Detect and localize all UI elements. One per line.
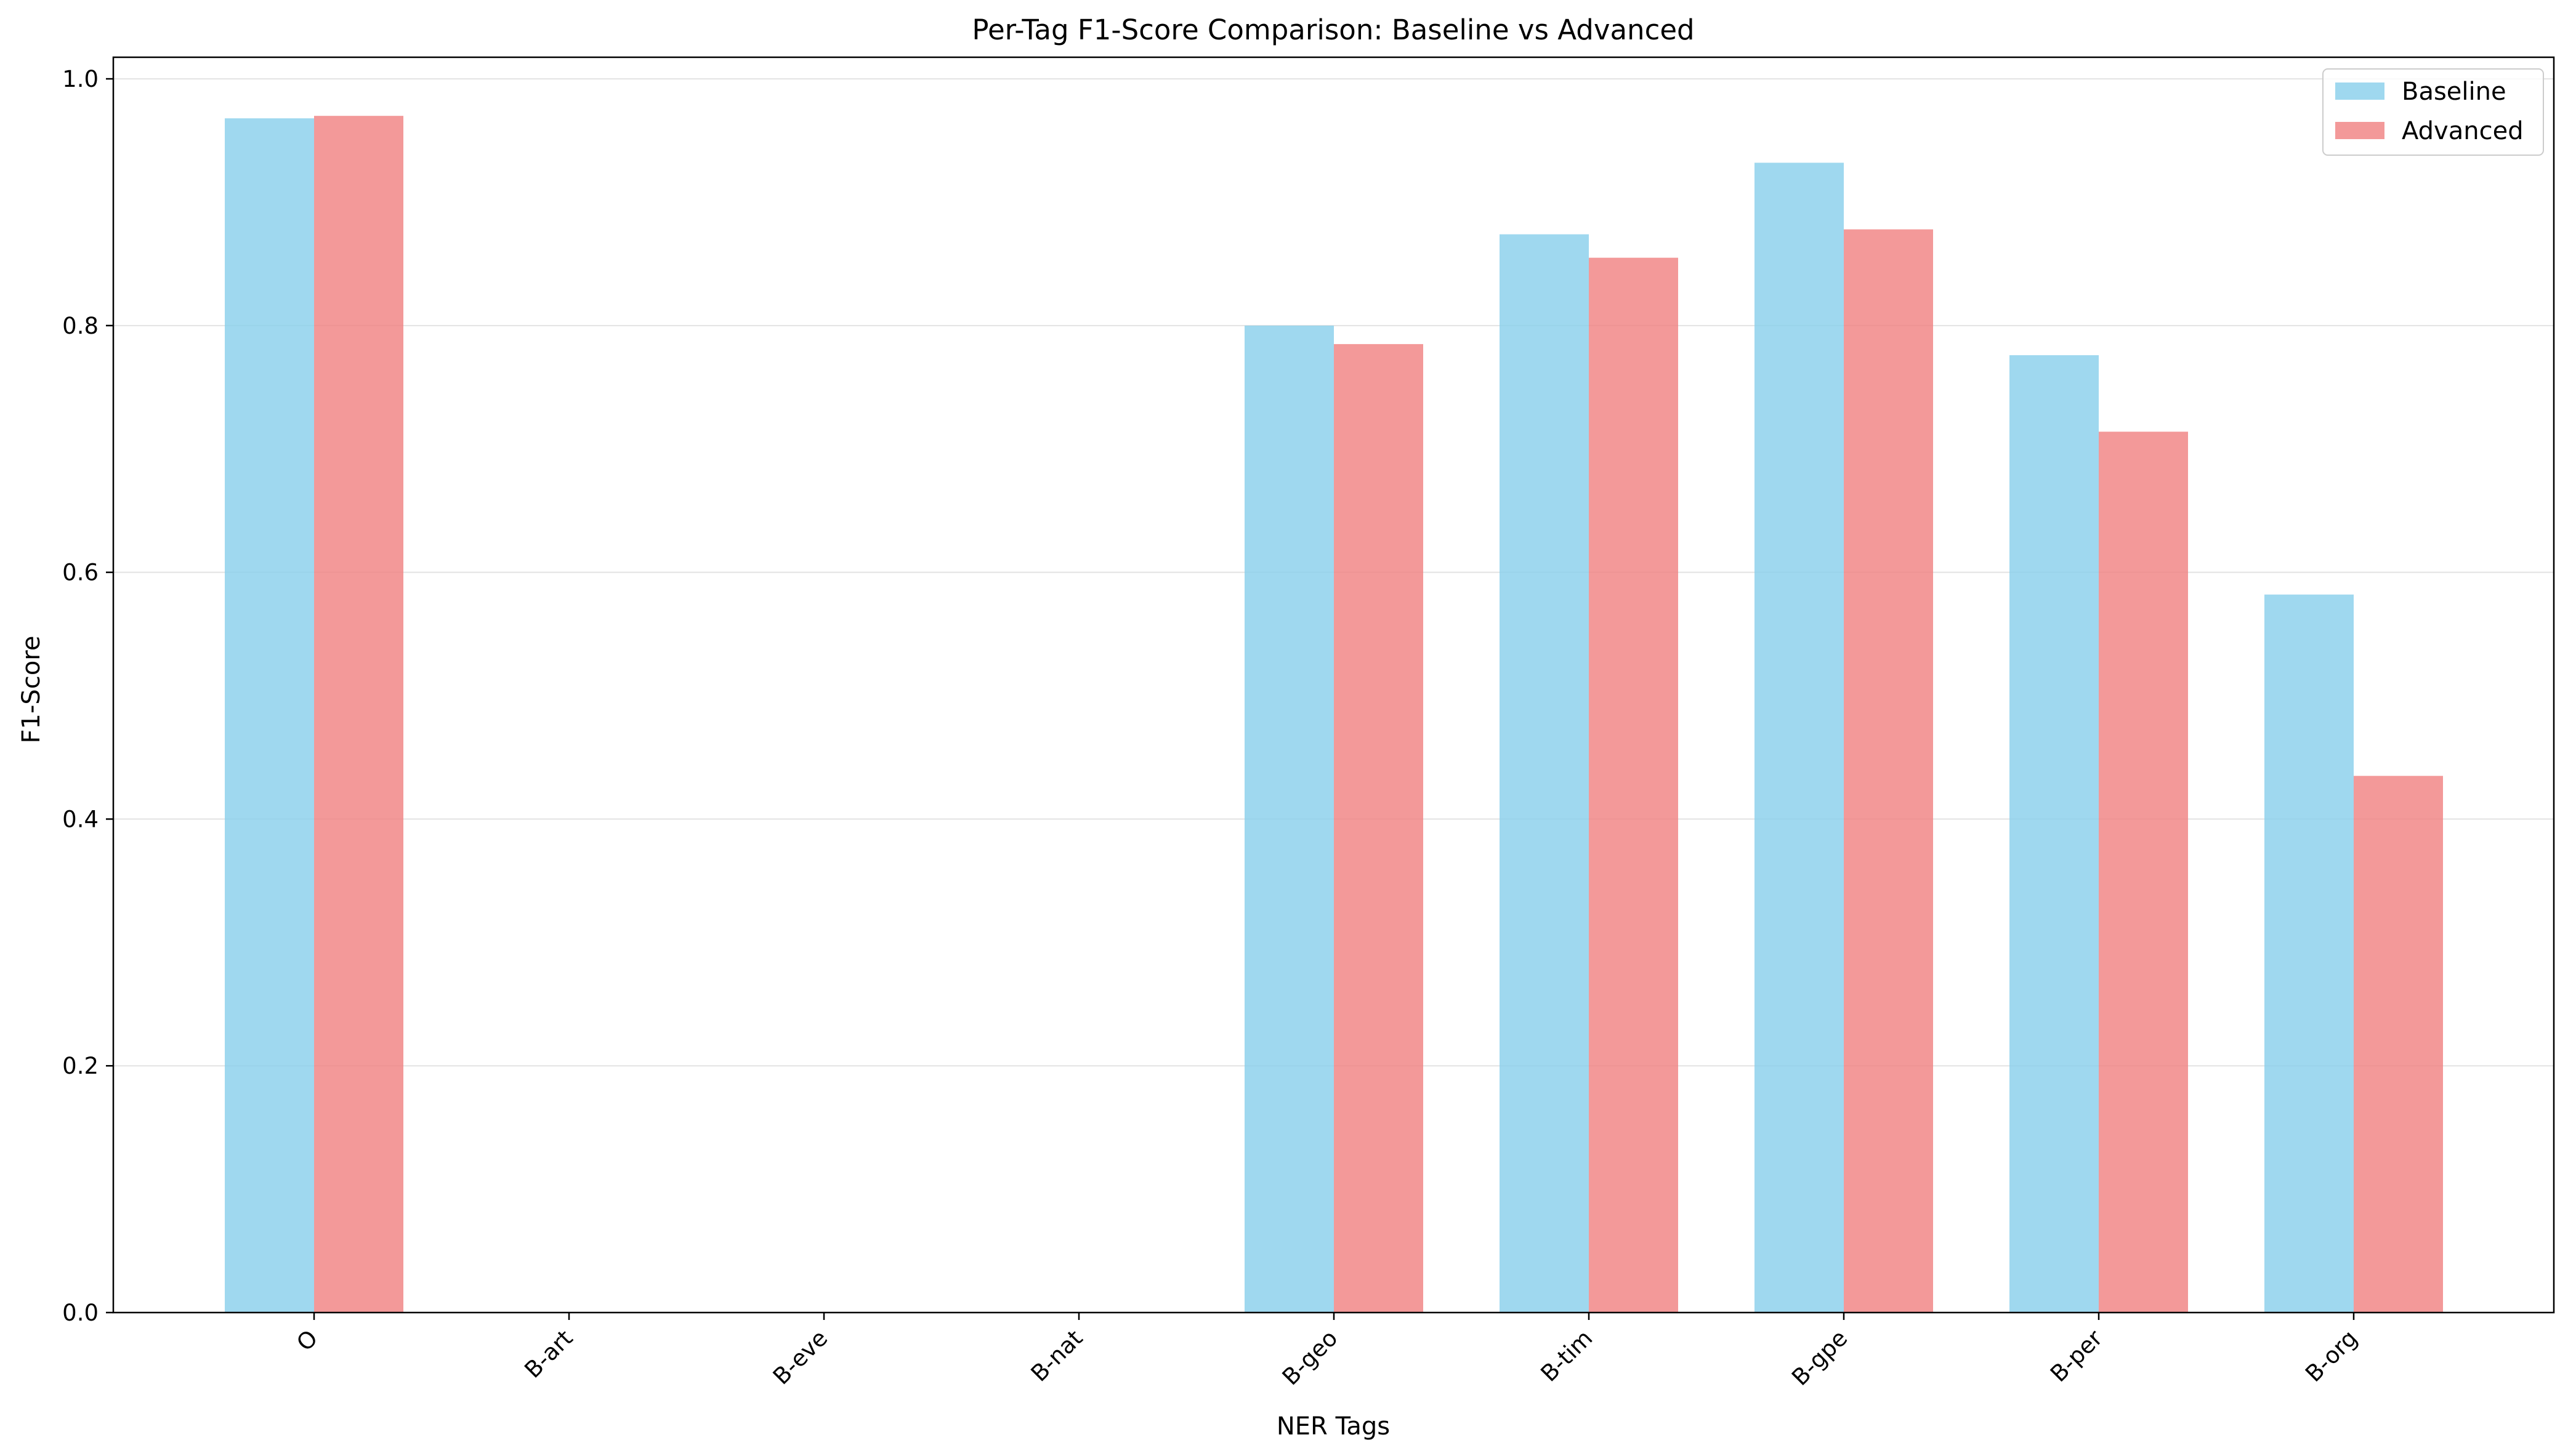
bar-advanced-b-gpe [1844, 229, 1933, 1313]
chart-title: Per-Tag F1-Score Comparison: Baseline vs… [972, 14, 1694, 46]
bar-advanced-b-org [2354, 776, 2443, 1313]
y-tick-label: 0.2 [62, 1053, 99, 1079]
bar-baseline-b-tim [1500, 234, 1589, 1313]
bar-advanced-b-tim [1589, 257, 1678, 1313]
legend-label-advanced: Advanced [2402, 117, 2524, 145]
bar-baseline-b-geo [1245, 325, 1334, 1313]
x-axis-label: NER Tags [1277, 1412, 1390, 1441]
bar-advanced-b-geo [1334, 344, 1423, 1313]
y-tick-label: 0.8 [62, 313, 99, 339]
legend-label-baseline: Baseline [2402, 78, 2506, 106]
bar-advanced-o [314, 116, 403, 1313]
y-tick-label: 0.0 [62, 1300, 99, 1326]
bar-baseline-o [225, 118, 314, 1313]
y-tick-label: 0.4 [62, 806, 99, 832]
bar-baseline-b-org [2264, 594, 2354, 1313]
y-axis-label: F1-Score [17, 636, 46, 744]
legend: Baseline Advanced [2322, 68, 2544, 156]
bar-baseline-b-per [2009, 355, 2099, 1313]
y-tick-label: 1.0 [62, 66, 99, 92]
y-tick-label: 0.6 [62, 560, 99, 586]
bars [225, 116, 2443, 1313]
legend-swatch-advanced [2335, 122, 2384, 139]
bar-advanced-b-per [2099, 432, 2188, 1313]
legend-swatch-baseline [2335, 82, 2384, 100]
bar-baseline-b-gpe [1754, 163, 1844, 1313]
